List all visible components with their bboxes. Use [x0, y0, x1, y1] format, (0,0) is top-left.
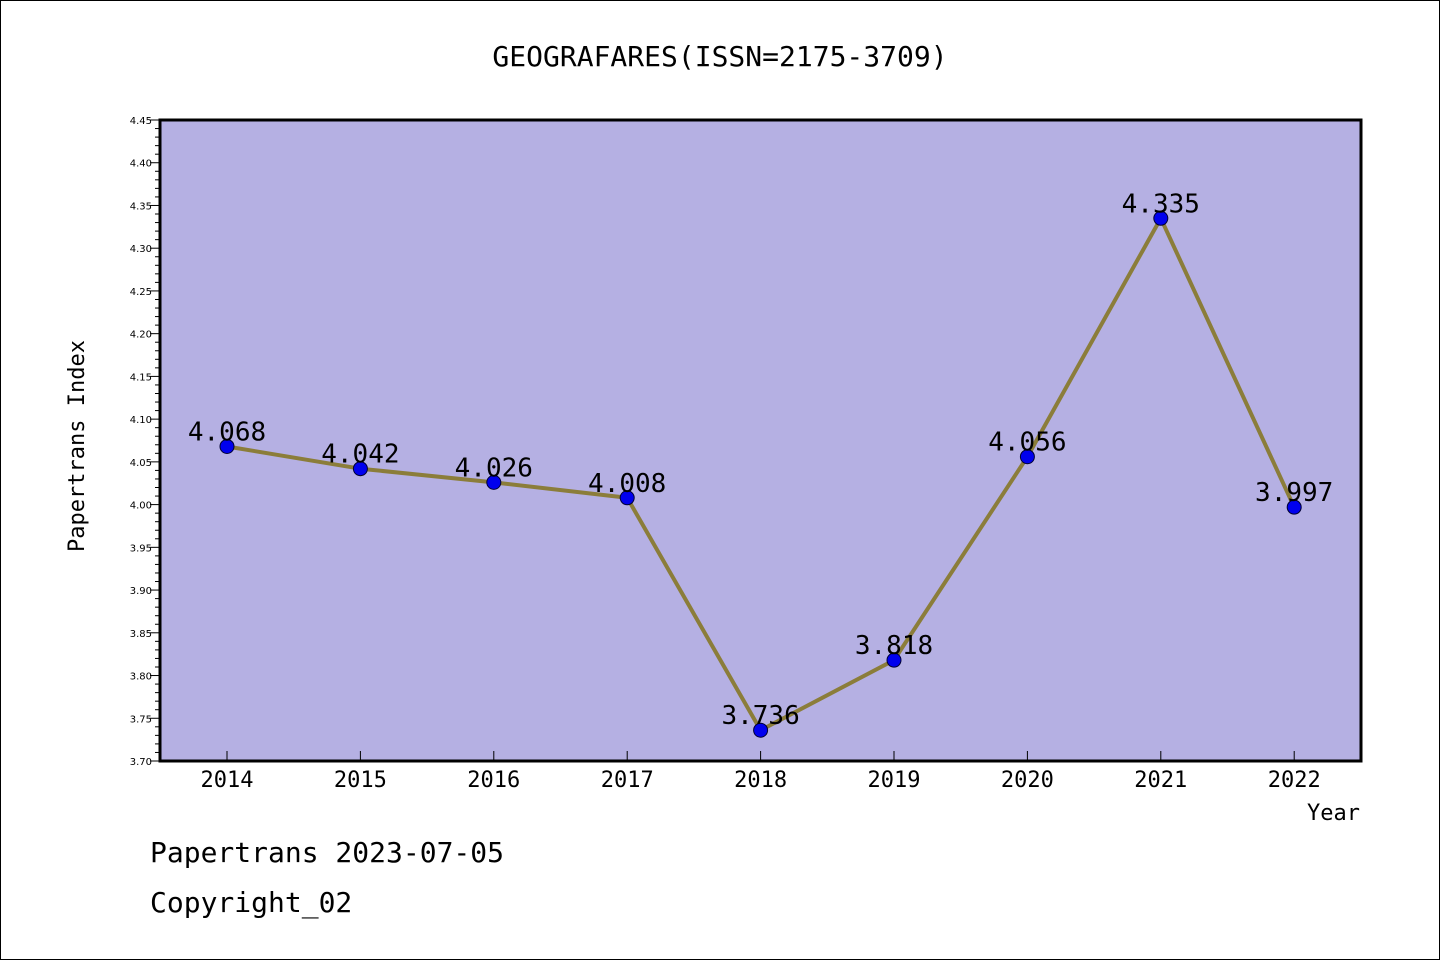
- footer-copyright: Copyright_02: [150, 886, 353, 919]
- data-point-marker: [1153, 210, 1169, 226]
- chart-title: GEOGRAFARES(ISSN=2175-3709): [492, 40, 947, 73]
- data-point-label: 4.335: [1122, 189, 1200, 219]
- data-point-label: 4.056: [988, 428, 1066, 458]
- x-tick-label: 2015: [334, 768, 387, 793]
- data-point-marker: [219, 438, 235, 454]
- plot-border: [158, 118, 1363, 763]
- y-axis-title: Papertrans Index: [65, 340, 90, 552]
- y-tick-label: 3.80: [130, 672, 152, 683]
- y-tick-label: 4.20: [130, 330, 152, 341]
- data-point-label: 3.818: [855, 631, 933, 661]
- x-axis-title: Year: [1307, 801, 1360, 826]
- x-tick-label: 2019: [868, 768, 921, 793]
- data-labels: 4.068 4.042 4.026 4.008 3.736 3.818 4.056 4.335…: [188, 189, 1333, 731]
- y-tick-label: 4.00: [130, 501, 152, 512]
- data-point-marker: [1286, 499, 1302, 515]
- data-point-marker: [886, 652, 902, 668]
- y-tick-label: 4.05: [130, 458, 152, 469]
- x-axis-ticks: 2014 2015 2016 2017 2018 2019 2020 2021 2022: [201, 751, 1321, 793]
- data-point-label: 4.042: [321, 440, 399, 470]
- y-tick-label: 3.90: [130, 586, 152, 597]
- y-tick-label: 4.10: [130, 415, 152, 426]
- x-tick-label: 2021: [1134, 768, 1187, 793]
- data-point-label: 3.997: [1255, 478, 1333, 508]
- data-point-marker: [486, 474, 502, 490]
- x-tick-label: 2022: [1268, 768, 1321, 793]
- data-point-marker: [1019, 449, 1035, 465]
- x-tick-label: 2017: [601, 768, 654, 793]
- y-tick-label: 4.15: [130, 372, 152, 383]
- data-point-marker: [753, 722, 769, 738]
- y-tick-label: 4.45: [130, 116, 152, 127]
- plot-area: [160, 120, 1361, 761]
- x-tick-label: 2020: [1001, 768, 1054, 793]
- y-tick-label: 4.35: [130, 201, 152, 212]
- y-tick-label: 3.75: [130, 714, 152, 725]
- y-tick-label: 3.85: [130, 629, 152, 640]
- data-point-marker: [352, 461, 368, 477]
- y-tick-label: 4.30: [130, 244, 152, 255]
- footer-date: Papertrans 2023-07-05: [150, 836, 505, 869]
- data-point-label: 4.068: [188, 417, 266, 447]
- y-tick-label: 3.95: [130, 543, 152, 554]
- data-point-label: 4.026: [455, 453, 533, 483]
- y-axis-ticks: 3.70 3.75 3.80 3.85 3.90 3.95 4.00 4.05 4.10 4.15…: [130, 116, 160, 768]
- x-tick-label: 2014: [201, 768, 254, 793]
- y-tick-label: 4.40: [130, 159, 152, 170]
- x-tick-label: 2016: [467, 768, 520, 793]
- x-tick-label: 2018: [734, 768, 787, 793]
- data-point-marker: [619, 490, 635, 506]
- y-tick-label: 4.25: [130, 287, 152, 298]
- data-point-label: 4.008: [588, 469, 666, 499]
- data-point-label: 3.736: [721, 701, 799, 731]
- series-markers: [219, 210, 1302, 738]
- y-tick-label: 3.70: [130, 757, 152, 768]
